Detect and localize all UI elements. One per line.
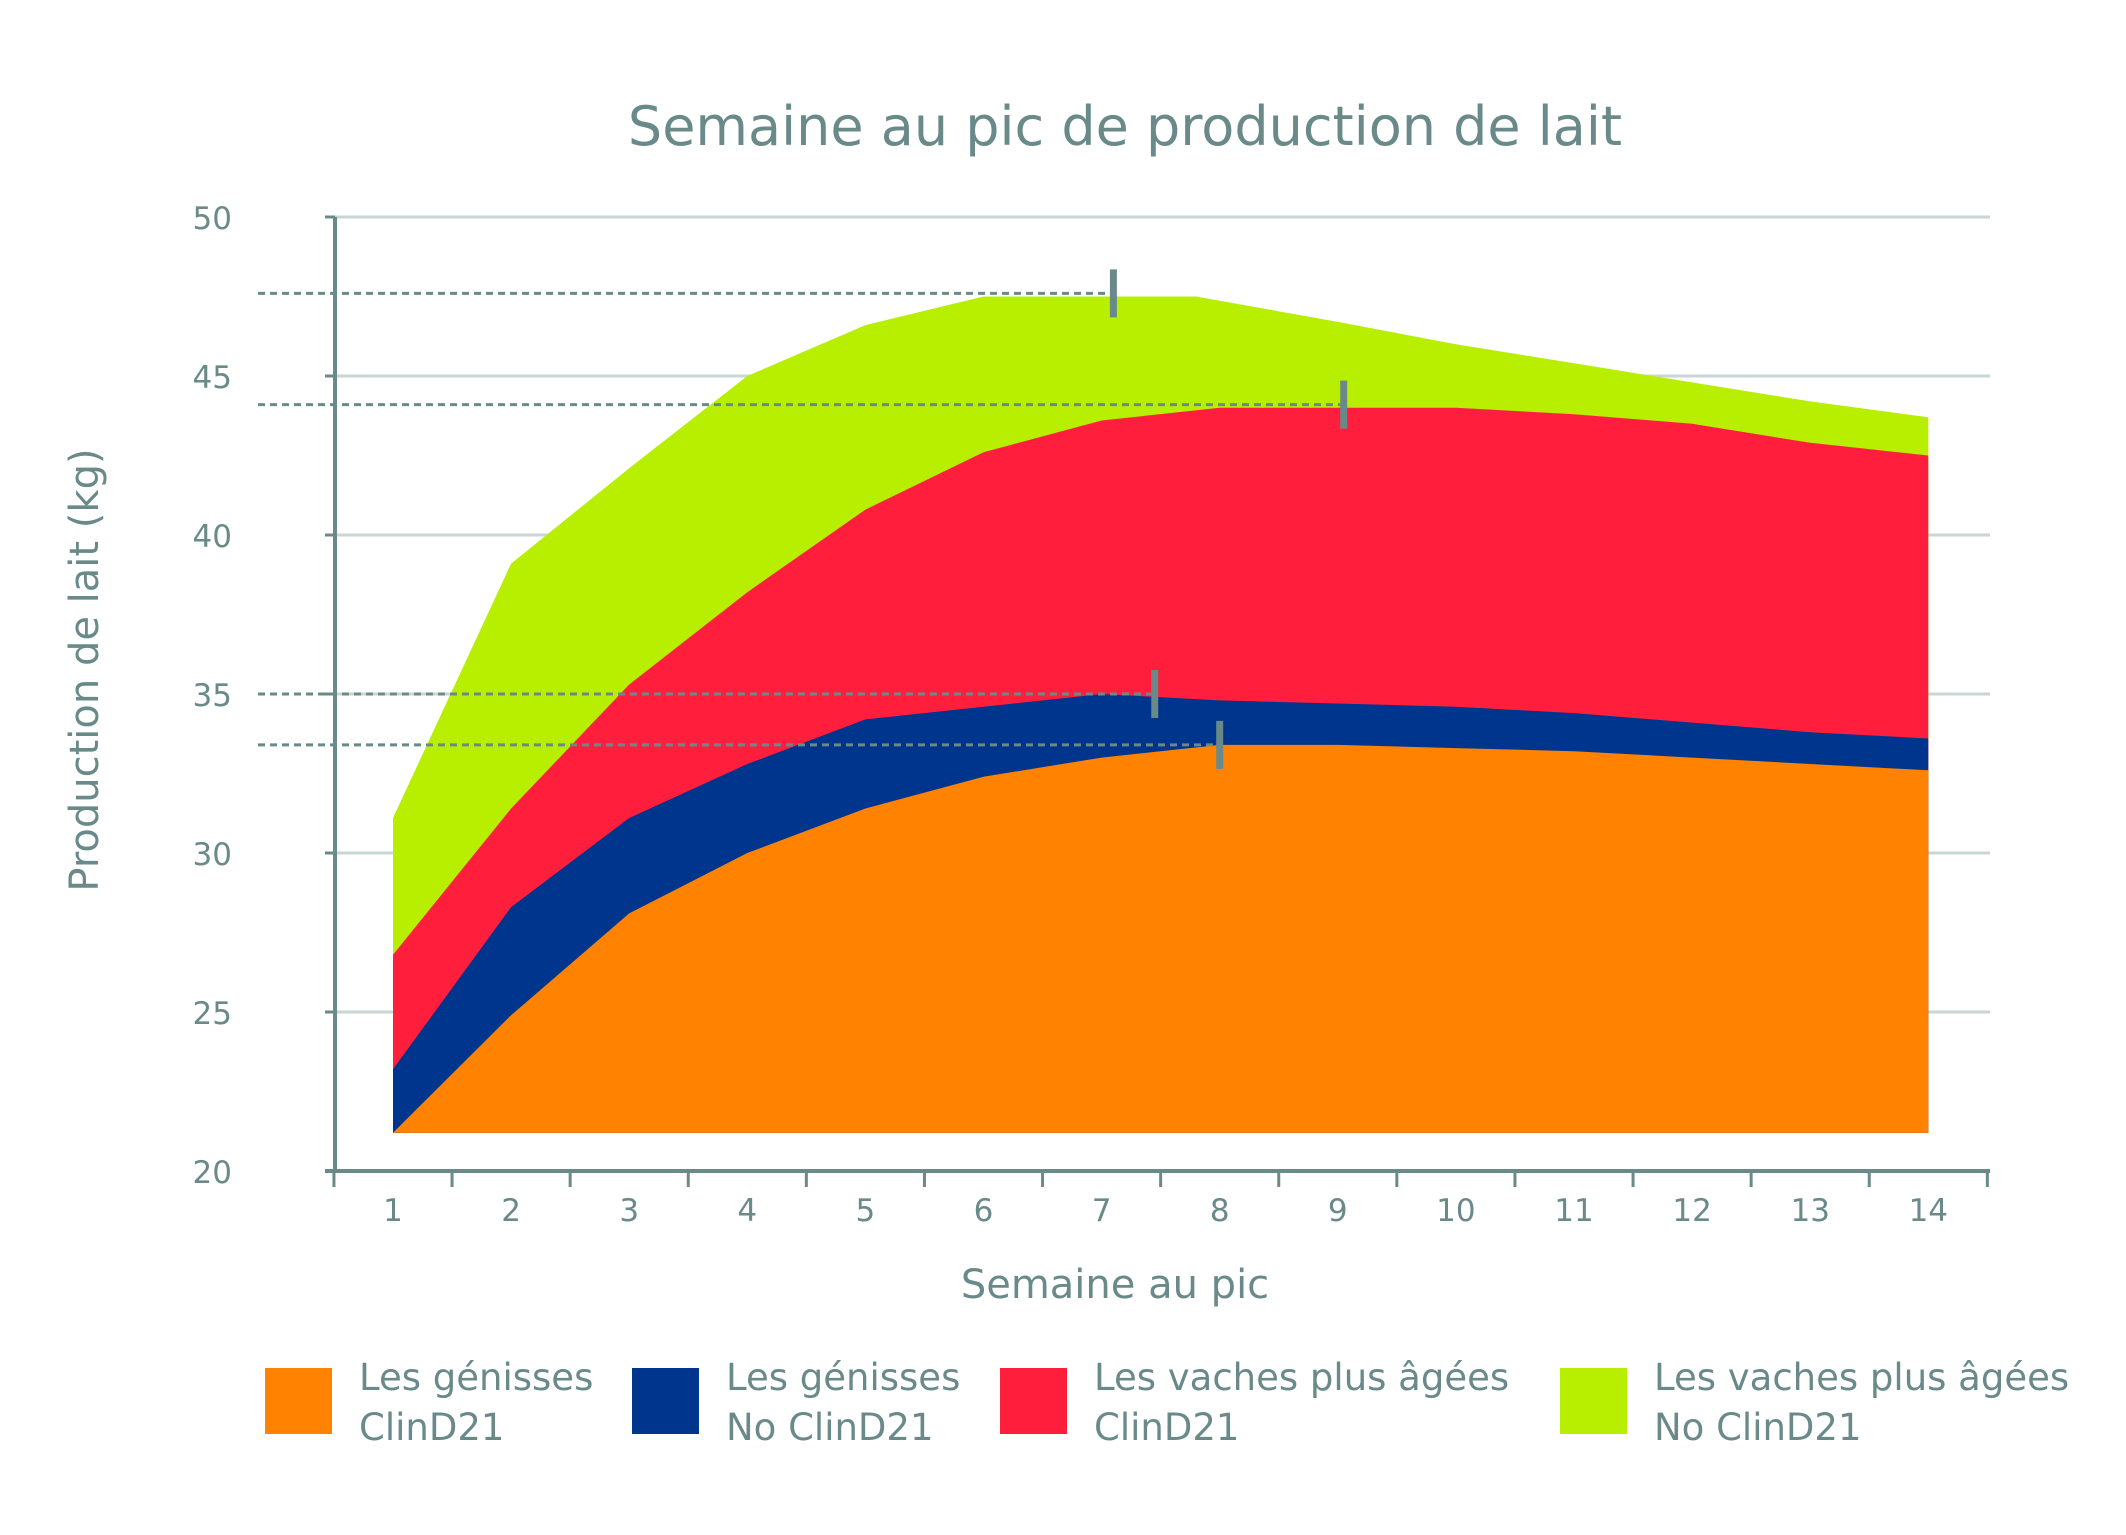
legend-item: Les vaches plus âgées ClinD21	[1000, 1356, 1509, 1449]
legend-label-line1: Les génisses	[726, 1356, 960, 1399]
y-tick-label: 20	[193, 1155, 232, 1191]
y-tick-label: 40	[193, 519, 232, 555]
legend-label-line1: Les vaches plus âgées	[1654, 1356, 2069, 1399]
y-tick-label: 25	[193, 996, 232, 1032]
y-tick-label: 45	[193, 360, 232, 396]
legend-label-line1: Les génisses	[359, 1356, 593, 1399]
y-tick-label: 50	[193, 201, 232, 237]
chart-title: Semaine au pic de production de lait	[628, 95, 1622, 158]
legend-swatch	[1560, 1368, 1627, 1434]
peak-markers	[258, 269, 1348, 769]
y-tick-label: 35	[193, 678, 232, 714]
legend-swatch	[1000, 1368, 1067, 1434]
area-series	[393, 296, 1929, 1133]
legend-label-line2: ClinD21	[1094, 1406, 1239, 1449]
x-tick-label: 7	[1092, 1193, 1112, 1229]
legend-swatch	[265, 1368, 332, 1434]
x-tick-label: 10	[1436, 1193, 1475, 1229]
legend: Les génisses ClinD21 Les génisses No ClinD2…	[265, 1356, 2069, 1449]
x-tick-label: 9	[1328, 1193, 1348, 1229]
legend-label-line1: Les vaches plus âgées	[1094, 1356, 1509, 1399]
x-tick-label: 1	[383, 1193, 403, 1229]
legend-item: Les vaches plus âgées No ClinD21	[1560, 1356, 2069, 1449]
x-tick-label: 2	[501, 1193, 521, 1229]
legend-label-line2: No ClinD21	[726, 1406, 934, 1449]
x-tick-label: 4	[737, 1193, 757, 1229]
x-axis-title: Semaine au pic	[961, 1262, 1269, 1308]
x-tick-label: 6	[974, 1193, 994, 1229]
legend-item: Les génisses No ClinD21	[632, 1356, 960, 1449]
x-tick-label: 14	[1909, 1193, 1948, 1229]
x-tick-label: 13	[1790, 1193, 1829, 1229]
legend-label-line2: No ClinD21	[1654, 1406, 1862, 1449]
legend-swatch	[632, 1368, 699, 1434]
x-tick-label: 8	[1210, 1193, 1230, 1229]
legend-label-line2: ClinD21	[359, 1406, 504, 1449]
x-tick-label: 5	[856, 1193, 876, 1229]
y-tick-label: 30	[193, 837, 232, 873]
legend-item: Les génisses ClinD21	[265, 1356, 593, 1449]
y-axis-title: Production de lait (kg)	[62, 448, 108, 891]
x-tick-label: 3	[619, 1193, 639, 1229]
area-series-clind21	[393, 744, 1929, 1133]
x-tick-label: 11	[1554, 1193, 1593, 1229]
x-tick-label: 12	[1672, 1193, 1711, 1229]
